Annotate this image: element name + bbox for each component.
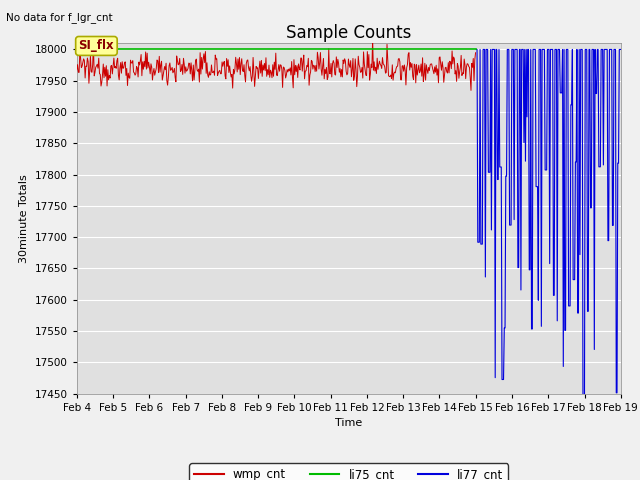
Y-axis label: 30minute Totals: 30minute Totals — [19, 174, 29, 263]
Text: SI_flx: SI_flx — [79, 39, 114, 52]
Title: Sample Counts: Sample Counts — [286, 24, 412, 42]
Legend: wmp_cnt, li75_cnt, li77_cnt: wmp_cnt, li75_cnt, li77_cnt — [189, 463, 508, 480]
X-axis label: Time: Time — [335, 418, 362, 428]
Text: No data for f_lgr_cnt: No data for f_lgr_cnt — [6, 12, 113, 23]
